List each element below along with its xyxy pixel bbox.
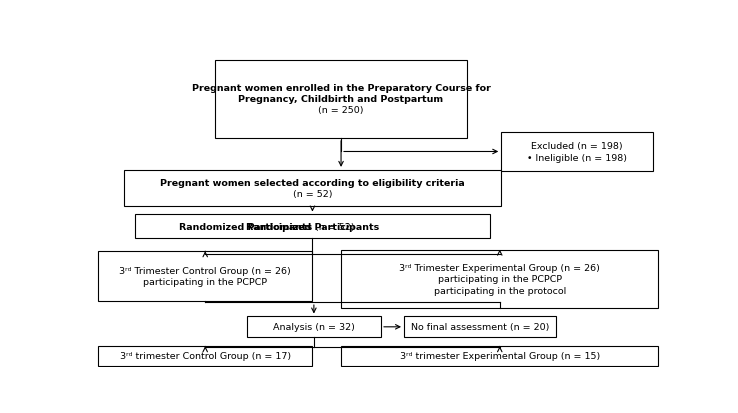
Text: • Ineligible (n = 198): • Ineligible (n = 198): [527, 153, 627, 162]
Text: Excluded (n = 198): Excluded (n = 198): [531, 142, 623, 151]
Bar: [215, 61, 467, 139]
Bar: [246, 317, 381, 337]
Text: 3ʳᵈ Trimester Experimental Group (n = 26): 3ʳᵈ Trimester Experimental Group (n = 26…: [399, 264, 600, 273]
Bar: [98, 252, 312, 301]
Bar: [501, 132, 652, 172]
Text: (n = 52): (n = 52): [293, 190, 332, 199]
Text: (n = 52): (n = 52): [312, 222, 355, 231]
Bar: [124, 171, 501, 207]
Text: 3ʳᵈ Trimester Control Group (n = 26): 3ʳᵈ Trimester Control Group (n = 26): [120, 266, 291, 275]
Bar: [404, 317, 556, 337]
Text: participating in the protocol: participating in the protocol: [434, 286, 566, 295]
Text: Randomized Participants (n = 52): Randomized Participants (n = 52): [232, 222, 393, 231]
Text: Pregnant women selected according to eligibility criteria: Pregnant women selected according to eli…: [160, 178, 465, 188]
Text: participating in the PCPCP: participating in the PCPCP: [438, 275, 562, 284]
Text: Randomized Participants: Randomized Participants: [246, 222, 379, 231]
Text: participating in the PCPCP: participating in the PCPCP: [143, 278, 267, 286]
Text: Pregnancy, Childbirth and Postpartum: Pregnancy, Childbirth and Postpartum: [238, 95, 444, 104]
Text: Analysis (n = 32): Analysis (n = 32): [273, 323, 355, 332]
Bar: [135, 215, 490, 239]
Bar: [98, 346, 312, 366]
Text: 3ʳᵈ trimester Experimental Group (n = 15): 3ʳᵈ trimester Experimental Group (n = 15…: [400, 351, 600, 361]
Text: Randomized Participants: Randomized Participants: [179, 222, 312, 231]
Text: Pregnant women enrolled in the Preparatory Course for: Pregnant women enrolled in the Preparato…: [192, 84, 491, 93]
Text: 3ʳᵈ trimester Control Group (n = 17): 3ʳᵈ trimester Control Group (n = 17): [120, 351, 291, 361]
Text: (n = 250): (n = 250): [318, 106, 364, 115]
Text: No final assessment (n = 20): No final assessment (n = 20): [410, 323, 549, 332]
Bar: [341, 250, 658, 309]
Bar: [341, 346, 658, 366]
